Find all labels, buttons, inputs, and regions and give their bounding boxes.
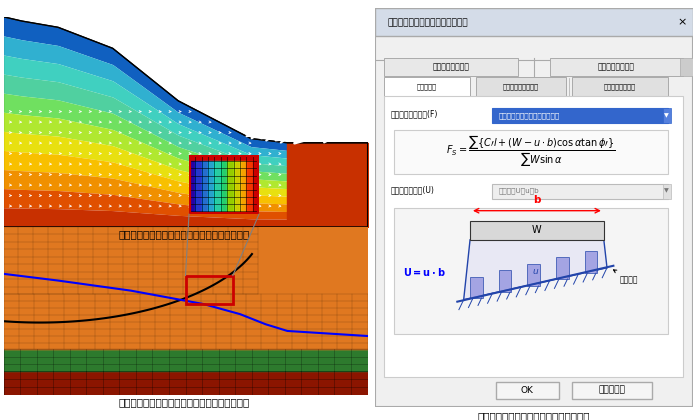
Bar [496,382,559,399]
Text: W: W [532,225,542,235]
Bar [680,58,693,76]
Text: 安全率計算式選択(F): 安全率計算式選択(F) [391,110,438,118]
Bar [384,58,518,76]
Bar [240,161,246,211]
Bar [189,161,195,211]
Text: ２：水圧U＝u・b: ２：水圧U＝u・b [498,188,540,194]
Polygon shape [4,227,368,349]
Bar [384,96,683,378]
Text: 円弧すべり計算設定: 円弧すべり計算設定 [503,83,539,89]
Bar [663,184,671,199]
Text: すべり円中心設定: すべり円中心設定 [433,63,470,71]
Text: キャンセル: キャンセル [598,386,625,395]
Text: すべり面: すべり面 [613,270,638,284]
Text: 定常・非定常浸透流解析による地下水面の計算: 定常・非定常浸透流解析による地下水面の計算 [118,229,250,239]
Text: b: b [533,195,540,205]
Bar [4,349,368,371]
Bar [234,161,240,211]
Bar [477,77,566,96]
Text: 計算式設定: 計算式設定 [417,83,437,89]
Bar [498,270,512,292]
Bar [374,8,693,36]
Text: ▼: ▼ [664,113,669,118]
Text: ３：中小河川ガイドライン対応: ３：中小河川ガイドライン対応 [498,113,560,119]
Bar [393,130,668,174]
Bar [550,58,683,76]
Text: 水圧の計算方式(U): 水圧の計算方式(U) [391,186,434,194]
Text: ▼: ▼ [664,189,669,194]
Bar [4,227,368,349]
Bar [195,161,202,211]
Bar [214,161,220,211]
Bar [393,208,668,333]
Text: u: u [533,267,538,276]
Polygon shape [463,240,607,300]
Bar [384,77,470,96]
Bar [470,276,483,299]
Bar [584,251,598,273]
Bar [663,108,671,123]
Text: すべり円半径設定: すべり円半径設定 [598,63,635,71]
Bar [220,161,228,211]
Bar [202,161,208,211]
Bar [527,264,540,286]
Bar [572,77,668,96]
Bar [253,161,259,211]
Bar [208,161,214,211]
Text: 地下水面と水平震度によるすべり安全率の計算: 地下水面と水平震度によるすべり安全率の計算 [118,397,250,407]
Bar [556,257,569,279]
Text: 計算式、物性設定のダイアログボックス: 計算式、物性設定のダイアログボックス [477,411,589,420]
Text: 円弧すべり計算設定のプロパティ: 円弧すべり計算設定のプロパティ [387,18,468,27]
Bar [246,161,253,211]
Text: すべり円条件設定: すべり円条件設定 [603,83,636,89]
Bar [492,184,668,199]
Text: $F_S = \dfrac{\sum\{C\prime l + (W - u \cdot b)\cos\alpha\tan\phi\prime\}}{\sum : $F_S = \dfrac{\sum\{C\prime l + (W - u \… [446,134,615,169]
Bar [492,108,668,123]
Bar [4,371,368,395]
Text: ×: × [677,17,687,27]
Bar [228,161,234,211]
Bar [470,220,604,240]
Bar [186,276,233,304]
Text: OK: OK [521,386,534,395]
Bar [572,382,652,399]
Text: $\mathbf{U= u \cdot b}$: $\mathbf{U= u \cdot b}$ [403,266,446,278]
